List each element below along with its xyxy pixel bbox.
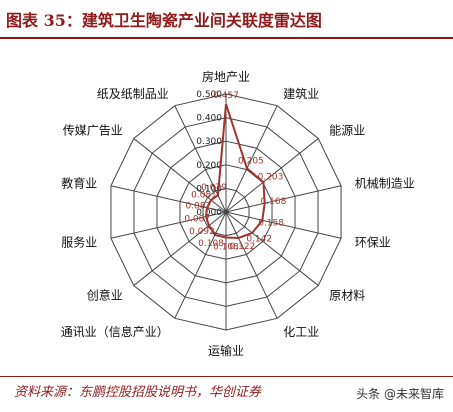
tick-label: 0.000 [196, 208, 222, 218]
category-label: 化工业 [283, 325, 319, 339]
axis-spoke [225, 105, 278, 213]
tick-label: 0.400 [196, 114, 222, 124]
category-label: 传媒广告业 [63, 123, 123, 138]
category-label: 房地产业 [202, 69, 250, 84]
tick-label: 0.300 [196, 137, 222, 147]
watermark: 头条 @未来智库 [353, 384, 447, 403]
axis-spoke [225, 211, 278, 319]
data-label: 0.122 [230, 242, 256, 252]
data-label: 0.082 [185, 202, 211, 212]
category-label: 运输业 [208, 343, 244, 358]
category-label: 建筑业 [283, 86, 319, 101]
category-label: 能源业 [329, 124, 365, 138]
axis-spoke [225, 211, 342, 239]
data-label: 0.092 [189, 227, 215, 237]
data-label: 0.142 [246, 235, 272, 245]
category-label: 创意业 [87, 287, 123, 302]
data-label: 0.108 [213, 242, 239, 252]
category-label: 教育业 [61, 176, 97, 191]
series-line [204, 103, 266, 239]
title-bar: 图表 35：建筑卫生陶瓷产业间关联度雷达图 [0, 0, 453, 40]
data-label: 0.168 [261, 197, 287, 207]
category-label: 环保业 [355, 235, 391, 249]
axis-spoke [225, 211, 319, 286]
source-note: 资料来源：东鹏控股招股说明书，华创证券 [14, 385, 262, 400]
axis-spoke [225, 138, 319, 213]
category-label: 原材料 [329, 288, 365, 302]
data-label: 0.203 [258, 173, 284, 183]
data-label: 0.158 [258, 218, 284, 228]
tick-label: 0.500 [196, 90, 222, 100]
data-label: 0.081 [191, 190, 217, 200]
category-label: 服务业 [61, 234, 97, 249]
category-label: 机械制造业 [355, 176, 415, 191]
data-label: 0.079 [201, 183, 227, 193]
data-label: 0.108 [198, 239, 224, 249]
category-label: 纸及纸制品业 [97, 87, 169, 101]
category-label: 通讯业（信息产业） [61, 324, 169, 339]
tick-label: 0.200 [196, 161, 222, 171]
source-divider [0, 376, 453, 377]
axis-spoke [225, 185, 342, 213]
axis-spoke [133, 211, 227, 286]
title-divider [0, 37, 453, 39]
data-label: 0.087 [184, 215, 210, 225]
axis-spoke [174, 211, 227, 319]
tick-label: 0.100 [196, 184, 222, 194]
data-label: 0.205 [238, 156, 264, 166]
chart-title: 图表 35：建筑卫生陶瓷产业间关联度雷达图 [6, 11, 322, 30]
data-label: 0.457 [213, 91, 239, 101]
